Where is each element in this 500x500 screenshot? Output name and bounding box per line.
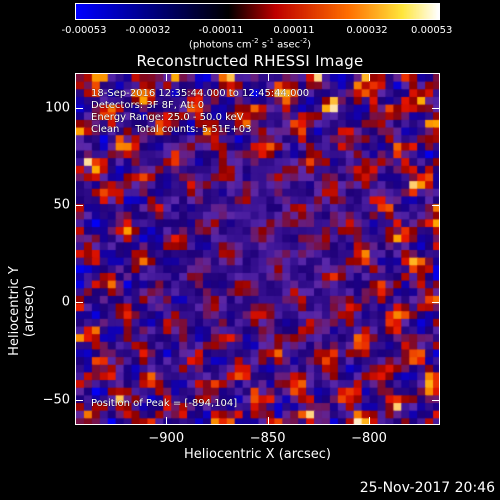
y-tick-label: 100: [45, 100, 70, 116]
y-tick-mark: [75, 108, 83, 109]
x-tick-mark: [369, 73, 371, 81]
y-axis-label: Heliocentric Y (arcsec): [7, 266, 37, 356]
y-tick-label: −50: [42, 392, 70, 408]
chart-title: Reconstructed RHESSI Image: [136, 52, 364, 70]
x-tick-mark: [166, 73, 168, 81]
y-tick-label: 50: [53, 197, 70, 213]
y-tick-mark: [75, 205, 83, 207]
x-tick-mark: [369, 417, 371, 425]
annotation-energy: Energy Range: 25.0 - 50.0 keV: [91, 112, 244, 123]
x-tick-label: −850: [249, 431, 286, 446]
colorbar-tick-label: -0.00011: [198, 25, 244, 36]
annotation-time: 18-Sep-2016 12:35:44.000 to 12:45:44.000: [91, 88, 310, 99]
heatmap-image: [76, 74, 439, 424]
annotation-detectors: Detectors: 3F 8F, Att 0: [91, 100, 205, 111]
colorbar: [75, 3, 440, 20]
x-tick-mark: [267, 73, 269, 81]
colorbar-tick-label: -0.00032: [125, 25, 171, 36]
annotation-peak: Position of Peak = [-894,104]: [91, 398, 238, 409]
y-tick-mark: [432, 302, 440, 304]
colorbar-tick-label: 0.00053: [411, 25, 453, 36]
annotation-clean: Clean Total counts: 5.51E+03: [91, 124, 252, 135]
y-tick-mark: [432, 205, 440, 207]
x-tick-label: −800: [351, 431, 387, 446]
colorbar-tick-label: 0.00032: [346, 25, 388, 36]
x-tick-mark: [166, 417, 168, 425]
y-tick-mark: [432, 108, 440, 109]
colorbar-tick-label: -0.00053: [61, 25, 107, 36]
colorbar-gradient: [76, 4, 439, 19]
plot-area: 18-Sep-2016 12:35:44.000 to 12:45:44.000…: [75, 73, 440, 425]
y-tick-mark: [75, 302, 83, 304]
x-tick-mark: [267, 417, 269, 425]
timestamp: 25-Nov-2017 20:46: [359, 480, 495, 496]
colorbar-tick-label: 0.00011: [273, 25, 315, 36]
y-tick-mark: [432, 399, 440, 401]
x-axis-label: Heliocentric X (arcsec): [184, 447, 331, 462]
y-tick-label: 0: [61, 294, 70, 310]
y-tick-mark: [75, 399, 83, 401]
colorbar-units: (photons cm-2 s-1 asec-2): [188, 37, 312, 51]
x-tick-label: −900: [148, 431, 185, 446]
